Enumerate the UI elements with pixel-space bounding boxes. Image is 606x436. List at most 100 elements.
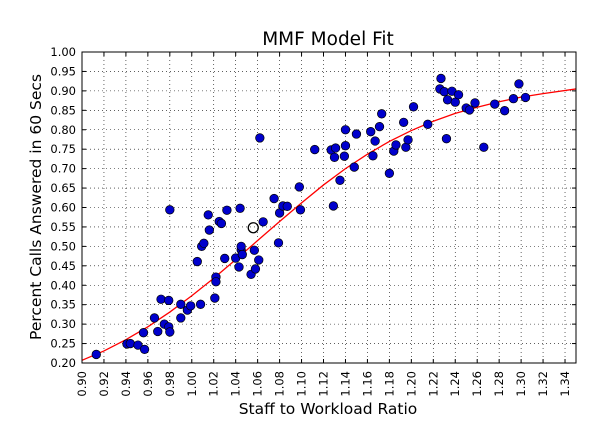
data-point	[236, 241, 246, 252]
data-point	[408, 102, 419, 112]
data-point	[282, 201, 292, 211]
data-point	[368, 151, 378, 161]
data-point	[490, 99, 500, 109]
data-point	[295, 205, 306, 215]
data-point	[377, 109, 387, 119]
data-point	[366, 127, 376, 137]
y-tick-label: 0.80	[50, 123, 76, 137]
data-point	[156, 294, 166, 304]
data-point	[441, 134, 452, 144]
data-point	[211, 277, 221, 287]
chart-title: MMF Model Fit	[262, 29, 394, 50]
data-point	[176, 299, 186, 309]
x-tick-label: 1.16	[360, 371, 374, 397]
data-point	[237, 249, 247, 260]
x-tick-label: 1.24	[448, 371, 462, 397]
data-point	[436, 73, 446, 84]
data-point	[374, 121, 385, 132]
x-tick-label: 1.34	[558, 371, 572, 397]
data-point	[423, 119, 433, 129]
data-point	[165, 327, 175, 337]
y-tick-label: 0.55	[50, 220, 76, 234]
data-point	[149, 313, 160, 323]
data-point	[439, 86, 449, 97]
data-point	[269, 193, 279, 204]
y-tick-label: 0.90	[50, 84, 76, 98]
x-tick-label: 0.94	[119, 371, 133, 397]
data-point	[125, 338, 135, 349]
y-tick-label: 1.00	[50, 45, 76, 59]
data-points-layer	[91, 73, 531, 360]
x-tick-label: 0.96	[141, 371, 155, 397]
y-tick-label: 0.60	[50, 201, 76, 215]
x-tick-label: 0.98	[163, 371, 177, 397]
x-tick-label: 0.90	[75, 371, 89, 397]
data-point	[351, 129, 362, 139]
data-point	[399, 117, 409, 128]
y-tick-label: 0.70	[50, 162, 76, 176]
data-point	[464, 105, 475, 115]
y-tick-label: 0.25	[50, 337, 76, 351]
data-point	[139, 344, 150, 355]
x-tick-label: 1.20	[404, 371, 418, 397]
data-point	[164, 295, 174, 306]
y-tick-labels: 0.20 0.25 0.30 0.35 0.40 0.45 0.50 0.55 0.60 0.65…	[50, 45, 76, 370]
x-tick-label: 1.10	[295, 371, 309, 397]
x-tick-label: 1.02	[207, 371, 221, 397]
y-tick-label: 0.65	[50, 181, 76, 195]
data-point	[508, 93, 519, 104]
data-point	[199, 238, 209, 248]
data-point	[330, 143, 341, 153]
data-point	[442, 95, 453, 105]
data-point	[479, 142, 489, 152]
data-point	[195, 299, 206, 309]
data-point	[216, 218, 227, 229]
data-point	[403, 135, 413, 145]
y-tick-label: 0.35	[50, 298, 76, 312]
data-point	[234, 262, 244, 272]
data-point	[470, 98, 480, 108]
data-point	[133, 340, 143, 350]
highlight-layer	[247, 222, 259, 234]
data-point	[453, 90, 464, 100]
x-tick-label: 1.04	[229, 371, 243, 397]
data-point	[340, 141, 351, 151]
data-point	[255, 133, 265, 143]
y-tick-label: 0.50	[50, 239, 76, 253]
x-tick-label: 1.26	[470, 371, 484, 397]
x-tick-label: 1.14	[338, 371, 352, 397]
y-axis-label: Percent Calls Answered in 60 Secs	[27, 74, 45, 340]
y-tick-label: 0.85	[50, 103, 76, 117]
data-point	[138, 328, 149, 338]
data-point	[514, 79, 524, 89]
data-point	[335, 175, 345, 185]
data-point	[210, 293, 220, 303]
x-axis-label: Staff to Workload Ratio	[239, 400, 418, 418]
data-point	[203, 210, 213, 220]
data-point	[165, 205, 175, 215]
data-point	[91, 349, 101, 360]
data-point	[329, 152, 340, 163]
y-tick-label: 0.45	[50, 259, 76, 273]
data-point	[153, 326, 163, 337]
data-point	[258, 217, 268, 227]
data-point	[250, 264, 261, 274]
data-point	[370, 136, 380, 146]
y-tick-label: 0.20	[50, 356, 76, 370]
data-point	[339, 151, 350, 161]
data-point	[254, 255, 264, 265]
data-point	[328, 201, 339, 211]
y-tick-label: 0.40	[50, 278, 76, 292]
y-tick-label: 0.95	[50, 64, 76, 78]
x-tick-label: 1.30	[514, 371, 528, 397]
x-tick-label: 1.06	[251, 371, 265, 397]
data-point	[176, 313, 186, 323]
data-point	[192, 256, 202, 267]
data-point	[499, 106, 510, 116]
data-point	[340, 125, 351, 135]
data-point	[310, 144, 320, 155]
y-tick-label: 0.30	[50, 317, 76, 331]
data-point	[249, 245, 260, 255]
axis-ticks	[81, 51, 576, 364]
data-point	[235, 203, 245, 213]
